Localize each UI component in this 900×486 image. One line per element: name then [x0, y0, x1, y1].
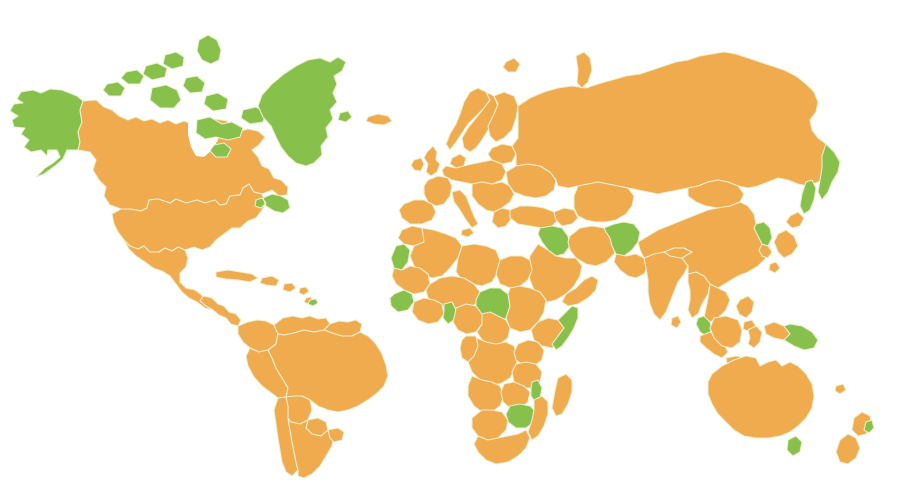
region-caucasus[interactable]	[554, 208, 578, 226]
region-france[interactable]	[424, 176, 452, 206]
region-iran[interactable]	[568, 226, 618, 266]
region-sakhalin[interactable]	[800, 180, 816, 214]
region-ireland[interactable]	[411, 158, 424, 171]
region-cuba-extra[interactable]	[308, 299, 318, 306]
region-nz-green-cape[interactable]	[864, 420, 874, 433]
region-novaya-zemlya[interactable]	[576, 52, 592, 88]
region-madagascar[interactable]	[552, 374, 572, 416]
region-canada[interactable]	[78, 100, 288, 211]
region-indonesia-borneo[interactable]	[710, 316, 742, 348]
region-finland[interactable]	[488, 92, 518, 142]
region-indonesia-sulawesi[interactable]	[748, 326, 762, 348]
region-africa	[390, 226, 578, 464]
region-benin-togo[interactable]	[443, 302, 456, 324]
region-guinea-sierraleone[interactable]	[390, 290, 414, 312]
region-iceland[interactable]	[366, 114, 392, 125]
region-misc-islands	[308, 52, 592, 306]
region-italy[interactable]	[452, 190, 478, 237]
region-united-kingdom[interactable]	[424, 146, 440, 176]
region-poland-germany[interactable]	[442, 160, 506, 184]
region-south-korea[interactable]	[759, 244, 772, 258]
region-yemen-oman[interactable]	[562, 276, 598, 306]
region-mozambique[interactable]	[528, 396, 548, 440]
region-brazil[interactable]	[268, 330, 388, 412]
region-gabon-congo[interactable]	[460, 336, 478, 362]
region-caribbean[interactable]	[216, 270, 313, 304]
region-algeria[interactable]	[410, 228, 462, 278]
region-australia[interactable]	[708, 356, 814, 438]
region-nigeria[interactable]	[453, 304, 482, 334]
region-angola[interactable]	[468, 376, 504, 412]
region-china[interactable]	[638, 202, 770, 296]
region-new-caledonia[interactable]	[835, 384, 846, 394]
region-argentina[interactable]	[288, 418, 334, 478]
region-sri-lanka[interactable]	[671, 316, 681, 328]
region-myanmar-thailand[interactable]	[688, 272, 710, 318]
region-papua-west[interactable]	[764, 322, 790, 340]
region-cameroon-car[interactable]	[477, 312, 510, 344]
region-pakistan[interactable]	[614, 254, 648, 278]
region-uruguay[interactable]	[328, 428, 344, 442]
region-canadian-arctic-islands[interactable]	[103, 35, 266, 157]
region-europe	[366, 88, 556, 237]
region-kamchatka[interactable]	[818, 144, 840, 200]
region-south-africa[interactable]	[474, 430, 530, 464]
region-south-america	[238, 316, 388, 478]
region-greece[interactable]	[492, 208, 512, 228]
region-afghanistan[interactable]	[604, 222, 640, 256]
region-ivory-coast-ghana[interactable]	[412, 298, 444, 324]
region-libya[interactable]	[456, 244, 500, 286]
region-egypt[interactable]	[496, 256, 532, 288]
region-baltics[interactable]	[488, 144, 516, 164]
region-spain-portugal[interactable]	[399, 200, 436, 224]
region-mexico[interactable]	[124, 240, 218, 310]
region-turkey[interactable]	[510, 206, 558, 228]
region-somalia[interactable]	[552, 306, 578, 350]
region-japan[interactable]	[769, 212, 804, 273]
region-svalbard[interactable]	[503, 58, 520, 72]
region-dr-congo[interactable]	[468, 338, 518, 384]
region-mongolia[interactable]	[688, 180, 744, 208]
region-north-america	[10, 35, 352, 326]
region-maritime-canada[interactable]	[255, 194, 290, 213]
region-kenya-uganda[interactable]	[514, 340, 544, 366]
region-balkans[interactable]	[472, 182, 514, 212]
region-greenland[interactable]	[258, 57, 352, 166]
region-oceania	[708, 356, 874, 464]
region-tasmania[interactable]	[787, 436, 802, 456]
region-syria-iraq[interactable]	[538, 226, 570, 256]
region-asia	[510, 52, 840, 366]
region-western-sahara[interactable]	[391, 244, 410, 270]
region-central-asia[interactable]	[574, 182, 634, 222]
